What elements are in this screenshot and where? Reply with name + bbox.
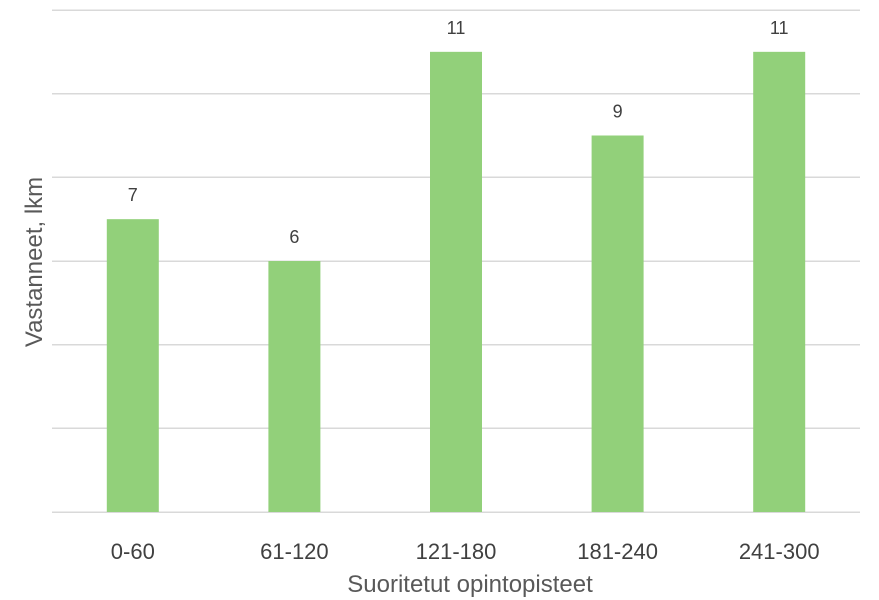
data-label-61-120: 6 xyxy=(289,227,299,247)
x-tick-label-121-180: 121-180 xyxy=(416,539,497,564)
bars xyxy=(106,51,806,512)
x-tick-label-0-60: 0-60 xyxy=(111,539,155,564)
x-axis-title: Suoritetut opintopisteet xyxy=(347,571,593,598)
bar-181-240 xyxy=(591,135,644,512)
data-labels: 7 6 11 9 11 xyxy=(128,18,789,247)
bar-121-180 xyxy=(430,51,482,512)
data-label-121-180: 11 xyxy=(447,18,466,38)
x-axis-tick-labels: 0-60 61-120 121-180 181-240 241-300 xyxy=(111,539,820,564)
bar-241-300 xyxy=(753,51,806,512)
data-label-181-240: 9 xyxy=(613,102,623,122)
bar-0-60 xyxy=(106,219,159,512)
x-tick-label-61-120: 61-120 xyxy=(260,539,329,564)
y-axis-title: Vastanneet, lkm xyxy=(21,177,48,347)
x-tick-label-241-300: 241-300 xyxy=(739,539,820,564)
data-label-0-60: 7 xyxy=(128,185,138,205)
x-tick-label-181-240: 181-240 xyxy=(577,539,658,564)
bar-61-120 xyxy=(268,261,321,512)
data-label-241-300: 11 xyxy=(770,18,789,38)
